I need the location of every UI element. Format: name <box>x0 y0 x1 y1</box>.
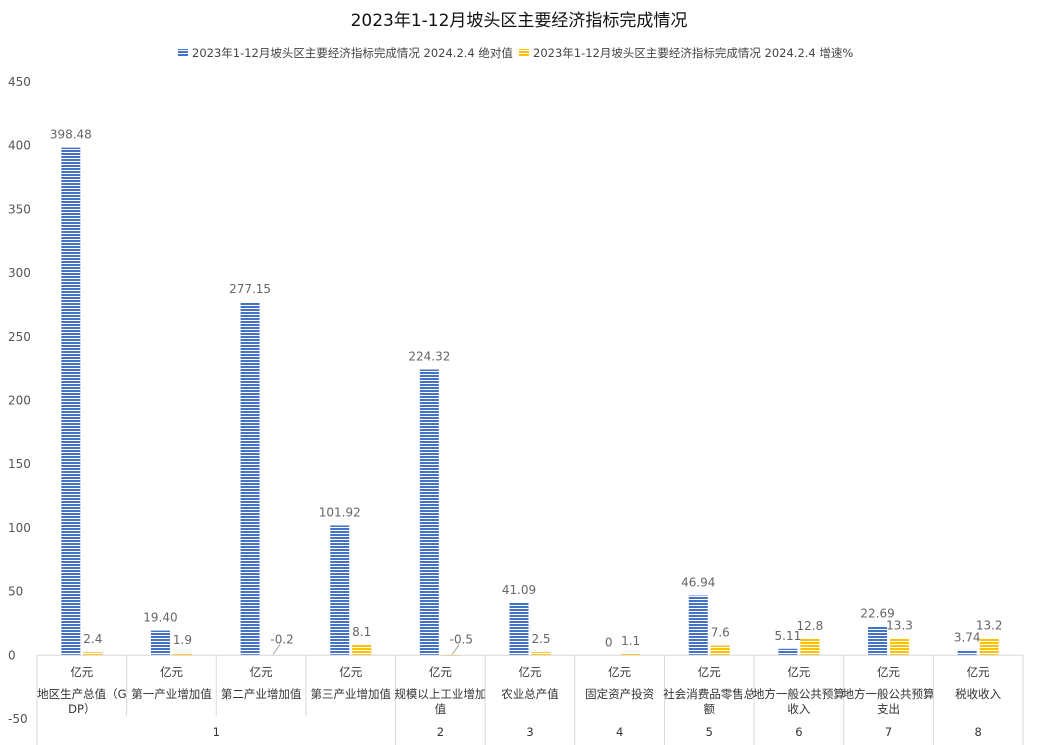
x-group-label: 3 <box>526 725 533 739</box>
bar-absolute <box>778 648 798 656</box>
x-category-label: 额 <box>704 702 716 716</box>
x-unit-label: 亿元 <box>250 665 273 679</box>
data-label-absolute: 46.94 <box>681 575 715 589</box>
x-group-label: 2 <box>437 725 444 739</box>
data-label-absolute: 5.11 <box>775 629 802 643</box>
data-label-growth: 2.4 <box>83 632 102 646</box>
y-tick-label: 150 <box>8 457 31 471</box>
data-label-growth: -0.2 <box>270 632 293 646</box>
y-axis: -50 0 50 100 150 200 250 300 350 400 450 <box>8 75 31 726</box>
y-tick-label: -50 <box>8 712 28 726</box>
x-group-label: 7 <box>885 725 892 739</box>
legend-label-absolute: 2023年1-12月坡头区主要经济指标完成情况 2024.2.4 绝对值 <box>192 46 513 60</box>
chart-marks: 398.48 2.4 19.40 1.9 277.15 -0.2 101.92 8.1 224.… <box>50 128 1003 656</box>
data-label-absolute: 0 <box>605 635 613 649</box>
bar-absolute <box>688 595 708 656</box>
x-category-label: 农业总产值 <box>501 687 559 701</box>
x-group-label: 1 <box>213 725 220 739</box>
x-unit-label: 亿元 <box>967 665 990 679</box>
data-label-absolute: 277.15 <box>229 282 271 296</box>
data-label-growth: 12.8 <box>797 619 824 633</box>
x-group-label: 8 <box>975 725 982 739</box>
x-category-label: 地区生产总值（G <box>37 687 126 701</box>
bar-absolute <box>61 147 81 656</box>
x-unit-label: 亿元 <box>70 665 93 679</box>
bar-absolute <box>419 369 439 656</box>
x-category-label: 社会消费品零售总 <box>663 687 755 701</box>
bar-growth <box>890 638 910 656</box>
x-category-label: 规模以上工业增加 <box>394 687 486 701</box>
y-tick-label: 50 <box>8 585 23 599</box>
data-label-growth: -0.5 <box>450 632 473 646</box>
chart-title: 2023年1-12月坡头区主要经济指标完成情况 <box>351 11 688 31</box>
y-tick-label: 400 <box>8 139 31 153</box>
x-category-label: 固定资产投资 <box>585 687 654 701</box>
x-unit-label: 亿元 <box>429 665 452 679</box>
x-group-label: 6 <box>795 725 802 739</box>
bar-growth <box>531 652 551 656</box>
x-axis: 亿元地区生产总值（GDP）亿元第一产业增加值亿元第二产业增加值亿元第三产业增加值… <box>36 654 1024 745</box>
bar-absolute <box>240 302 260 656</box>
bar-growth <box>352 644 372 656</box>
data-label-absolute: 398.48 <box>50 128 92 142</box>
x-unit-label: 亿元 <box>519 665 542 679</box>
data-label-leader <box>272 644 281 655</box>
x-unit-label: 亿元 <box>608 665 631 679</box>
data-label-absolute: 3.74 <box>954 631 981 645</box>
x-category-label: 第三产业增加值 <box>310 687 391 701</box>
x-category-label: 收入 <box>787 702 810 716</box>
data-label-growth: 1.9 <box>173 633 192 647</box>
x-category-label: 地方一般公共预算 <box>843 687 935 701</box>
y-tick-label: 200 <box>8 394 31 408</box>
x-category-label: DP） <box>68 702 95 716</box>
x-category-label: 税收收入 <box>955 687 1001 701</box>
data-label-absolute: 22.69 <box>860 606 894 620</box>
x-unit-label: 亿元 <box>698 665 721 679</box>
data-label-growth: 13.3 <box>886 618 913 632</box>
x-category-label: 支出 <box>877 702 900 716</box>
data-label-growth: 2.5 <box>531 632 550 646</box>
data-label-absolute: 224.32 <box>408 350 450 364</box>
bar-growth <box>621 653 641 656</box>
y-tick-label: 100 <box>8 521 31 535</box>
bar-growth <box>800 638 820 656</box>
x-group-label: 5 <box>706 725 713 739</box>
y-tick-label: 350 <box>8 202 31 216</box>
data-label-absolute: 41.09 <box>502 583 536 597</box>
bar-growth <box>172 652 192 656</box>
x-unit-label: 亿元 <box>160 665 183 679</box>
data-label-leader <box>451 644 460 655</box>
bar-absolute <box>868 626 888 656</box>
x-category-label: 第二产业增加值 <box>221 687 302 701</box>
data-label-growth: 1.1 <box>621 634 640 648</box>
data-label-absolute: 19.40 <box>143 611 177 625</box>
bar-growth <box>979 638 999 656</box>
x-category-label: 值 <box>435 702 447 716</box>
data-label-growth: 8.1 <box>352 625 371 639</box>
data-label-growth: 7.6 <box>711 626 730 640</box>
bar-absolute <box>957 650 977 656</box>
legend-swatch-absolute <box>178 49 188 56</box>
y-tick-label: 300 <box>8 266 31 280</box>
y-tick-label: 0 <box>8 648 16 662</box>
x-category-label: 第一产业增加值 <box>131 687 212 701</box>
data-label-absolute: 101.92 <box>319 505 361 519</box>
y-tick-label: 250 <box>8 330 31 344</box>
data-label-growth: 13.2 <box>976 618 1003 632</box>
legend: 2023年1-12月坡头区主要经济指标完成情况 2024.2.4 绝对值 202… <box>178 46 853 60</box>
x-unit-label: 亿元 <box>339 665 362 679</box>
legend-label-growth: 2023年1-12月坡头区主要经济指标完成情况 2024.2.4 增速% <box>533 46 853 60</box>
bar-absolute <box>150 630 170 656</box>
bar-absolute <box>509 602 529 656</box>
bar-growth <box>83 652 103 656</box>
x-unit-label: 亿元 <box>787 665 810 679</box>
x-group-label: 4 <box>616 725 623 739</box>
bar-growth <box>710 645 730 656</box>
x-unit-label: 亿元 <box>877 665 900 679</box>
x-category-label: 地方一般公共预算 <box>753 687 845 701</box>
legend-swatch-growth <box>519 49 529 56</box>
bar-absolute <box>330 525 350 656</box>
y-tick-label: 450 <box>8 75 31 89</box>
